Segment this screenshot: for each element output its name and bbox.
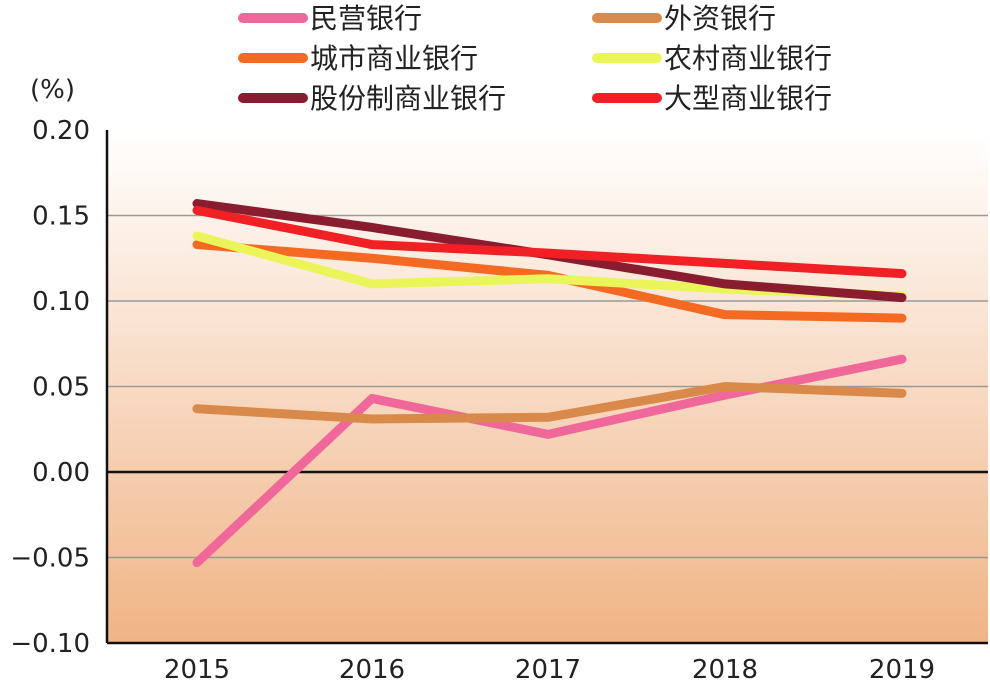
legend-label: 大型商业银行 xyxy=(664,82,832,115)
series-line xyxy=(192,354,907,568)
series-line xyxy=(192,205,907,279)
y-tick-label: 0.00 xyxy=(32,458,90,488)
legend-label: 外资银行 xyxy=(664,2,776,35)
legend-label: 城市商业银行 xyxy=(310,42,478,75)
x-tick-label: 2018 xyxy=(692,655,758,685)
y-tick-label: 0.15 xyxy=(32,202,90,232)
y-axis-label: (%) xyxy=(30,75,75,105)
x-tick-label: 2015 xyxy=(164,655,230,685)
x-tick-label: 2016 xyxy=(339,655,405,685)
series-line xyxy=(192,382,907,424)
y-tick-label: 0.20 xyxy=(32,116,90,146)
x-tick-label: 2017 xyxy=(515,655,581,685)
y-tick-label: −0.10 xyxy=(10,629,90,659)
legend-label: 股份制商业银行 xyxy=(310,82,506,115)
x-tick-label: 2019 xyxy=(869,655,935,685)
legend-label: 农村商业银行 xyxy=(664,42,832,75)
y-tick-label: −0.05 xyxy=(10,544,90,574)
legend-label: 民营银行 xyxy=(310,2,422,35)
y-tick-label: 0.10 xyxy=(32,287,90,317)
y-tick-label: 0.05 xyxy=(32,373,90,403)
